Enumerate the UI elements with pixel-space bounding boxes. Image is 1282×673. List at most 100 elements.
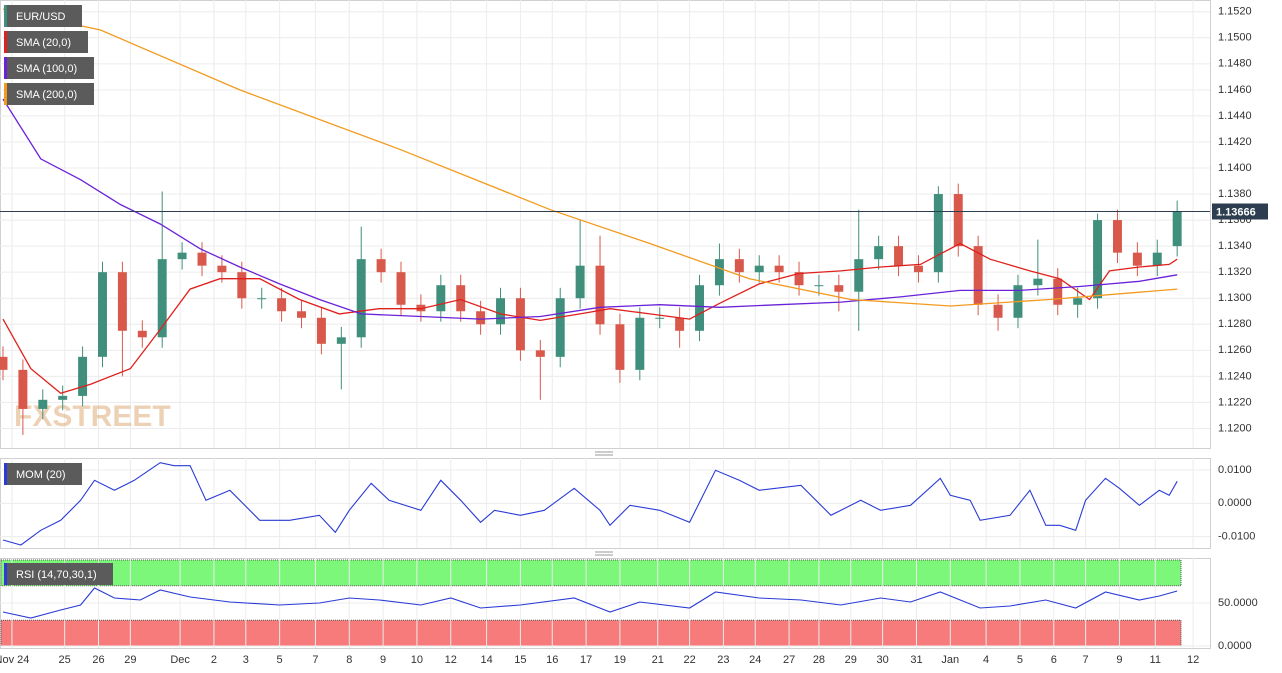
x-tick-label: 7: [312, 654, 318, 666]
x-tick-label: Dec: [170, 654, 190, 666]
legend-item: RSI (14,70,30,1): [4, 563, 113, 585]
legend-box: [4, 31, 88, 53]
candle-body: [993, 304, 1003, 318]
watermark: FXSTREET: [14, 400, 171, 433]
candle-body: [396, 272, 406, 305]
legend-swatch: [4, 83, 7, 105]
candle-body: [356, 259, 366, 338]
candle-body: [316, 317, 326, 344]
legend-label: RSI (14,70,30,1): [16, 569, 97, 581]
x-tick-label: 11: [1150, 654, 1161, 666]
x-tick-label: 4: [983, 654, 989, 666]
x-tick-label: 27: [783, 654, 795, 666]
x-tick-label: 28: [813, 654, 825, 666]
candle-body: [58, 395, 68, 400]
x-tick-label: 24: [749, 654, 761, 666]
candle-body: [257, 298, 267, 300]
y-tick-label: 1.1480: [1218, 58, 1252, 70]
candle-body: [933, 194, 943, 273]
x-tick-label: 23: [717, 654, 729, 666]
y-tick-label: 1.1380: [1218, 188, 1252, 200]
legend-label: EUR/USD: [16, 11, 66, 23]
candle-body: [794, 272, 804, 286]
legend-label: MOM (20): [16, 469, 66, 481]
candle-body: [1033, 278, 1043, 286]
x-tick-label: 17: [580, 654, 592, 666]
candle-body: [953, 194, 963, 247]
sma-line: [2, 242, 1178, 395]
y-tick-label: 0.0000: [1218, 497, 1252, 509]
x-tick-label: 9: [380, 654, 386, 666]
legend-item: EUR/USD: [4, 5, 82, 27]
last-price-box: [1212, 203, 1268, 220]
legend-label: SMA (20,0): [16, 37, 71, 49]
candle-body: [38, 399, 48, 409]
x-tick-label: 2: [211, 654, 217, 666]
legend-box: [4, 83, 94, 105]
y-tick-label: 1.1500: [1218, 32, 1252, 44]
legend-swatch: [4, 5, 7, 27]
x-tick-label: 31: [910, 654, 922, 666]
x-tick-label: Nov 24: [0, 654, 29, 666]
candle-body: [595, 265, 605, 325]
candle-body: [714, 259, 724, 286]
candle-body: [615, 324, 625, 370]
y-tick-label: 1.1460: [1218, 84, 1252, 96]
candle-body: [515, 298, 525, 351]
candle-body: [496, 298, 505, 325]
candle-body: [655, 317, 665, 319]
candle-body: [1093, 220, 1103, 299]
candle-body: [1053, 278, 1063, 305]
legend-swatch: [4, 463, 7, 485]
candle-body: [1132, 252, 1142, 266]
candle-body: [157, 259, 167, 338]
legend-box: [4, 463, 82, 485]
x-tick-label: 19: [614, 654, 626, 666]
legend-box: [4, 57, 94, 79]
x-tick-label: 10: [411, 654, 423, 666]
indicator-line: [2, 587, 1178, 619]
y-tick-label: 1.1300: [1218, 292, 1252, 304]
y-tick-label: 1.1260: [1218, 344, 1252, 356]
candle-body: [1152, 252, 1162, 266]
x-tick-label: 7: [1083, 654, 1089, 666]
y-tick-label: 1.1240: [1218, 370, 1252, 382]
y-tick-label: 0.0000: [1218, 640, 1252, 652]
x-tick-label: 22: [683, 654, 695, 666]
x-tick-label: 12: [445, 654, 457, 666]
candle-body: [177, 252, 187, 260]
candle-body: [575, 265, 585, 299]
candle-body: [297, 311, 306, 318]
y-tick-label: 1.1440: [1218, 110, 1252, 122]
legend-swatch: [4, 31, 7, 53]
candle-body: [416, 304, 426, 312]
candle-body: [894, 246, 904, 266]
legend-item: SMA (20,0): [4, 31, 88, 53]
legend-swatch: [4, 563, 7, 585]
y-tick-label: 1.1340: [1218, 240, 1252, 252]
candle-body: [277, 298, 287, 312]
candle-body: [0, 356, 8, 370]
candle-body: [834, 285, 844, 292]
candle-body: [376, 259, 386, 273]
x-tick-label: Jan: [941, 654, 959, 666]
legend-item: SMA (100,0): [4, 57, 94, 79]
candle-body: [137, 330, 147, 338]
x-tick-label: 29: [845, 654, 857, 666]
x-tick-label: 9: [1116, 654, 1122, 666]
x-tick-label: 8: [346, 654, 352, 666]
sma-line: [2, 98, 1178, 320]
y-tick-label: 1.1420: [1218, 136, 1252, 148]
candle-body: [774, 265, 784, 273]
y-tick-label: 1.1400: [1218, 162, 1252, 174]
candle-body: [695, 285, 705, 331]
candle-body: [854, 259, 864, 292]
candle-body: [814, 285, 824, 287]
band: [0, 559, 1182, 587]
candle-body: [237, 272, 247, 299]
y-tick-label: 1.1280: [1218, 318, 1252, 330]
candle-body: [913, 265, 923, 273]
candle-body: [98, 272, 107, 357]
x-tick-label: 25: [59, 654, 71, 666]
